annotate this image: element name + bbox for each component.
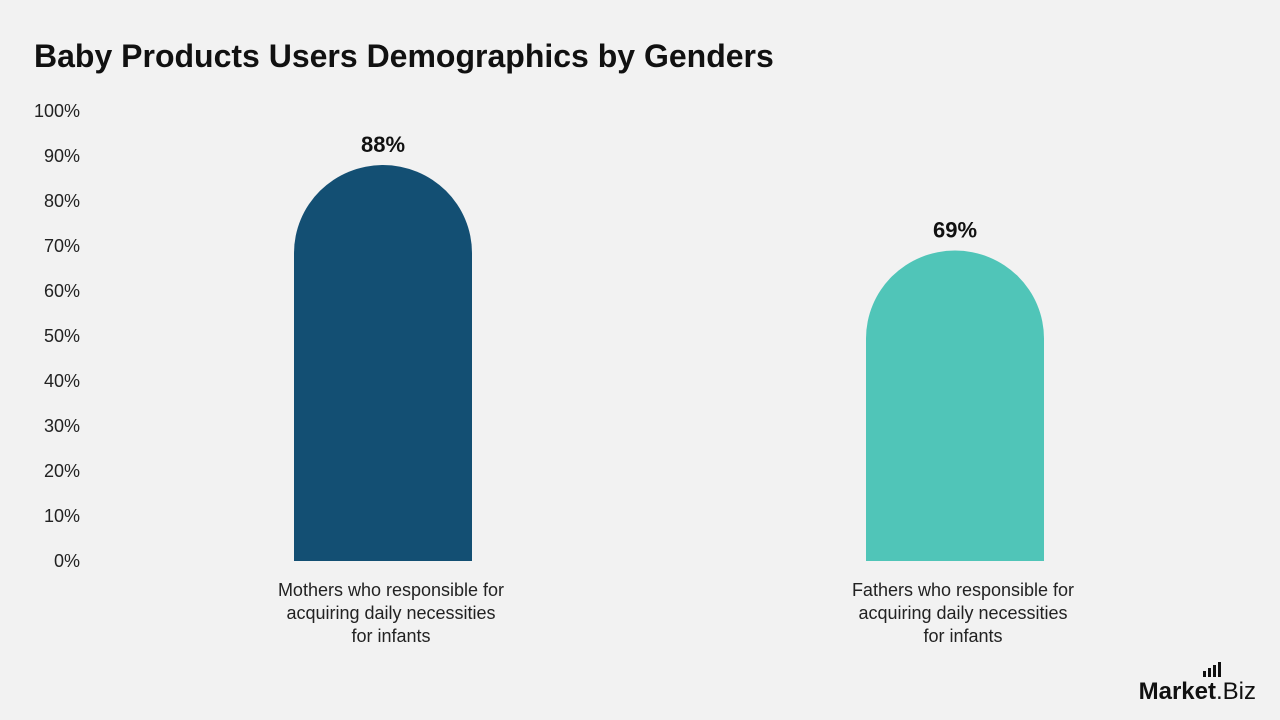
data-label-fathers: 69% [933, 218, 977, 243]
logo-text-biz: .Biz [1215, 678, 1256, 705]
y-tick-label: 20% [44, 461, 80, 481]
y-tick-label: 50% [44, 326, 80, 346]
logo-bars-icon [1202, 662, 1221, 677]
y-tick-label: 70% [44, 236, 80, 256]
marketbiz-logo: Market .Biz [1138, 662, 1256, 706]
y-tick-label: 90% [44, 146, 80, 166]
data-label-mothers: 88% [361, 132, 405, 157]
bar-mothers [294, 165, 472, 561]
y-tick-label: 80% [44, 191, 80, 211]
y-tick-label: 0% [54, 551, 80, 571]
y-tick-label: 30% [44, 416, 80, 436]
y-tick-label: 100% [34, 101, 80, 121]
chart-title: Baby Products Users Demographics by Gend… [34, 38, 774, 74]
logo-text-market: Market [1138, 678, 1216, 705]
category-label-mothers: Mothers who responsible for acquiring da… [277, 580, 505, 646]
y-tick-label: 10% [44, 506, 80, 526]
y-tick-label: 60% [44, 281, 80, 301]
bar-fathers [866, 250, 1044, 561]
y-axis: 0% 10% 20% 30% 40% 50% 60% 70% 80% 90% 100% [34, 101, 80, 571]
bars [294, 165, 1044, 561]
category-label-fathers: Fathers who responsible for acquiring da… [851, 580, 1075, 646]
data-labels: 88% 69% [361, 132, 977, 243]
y-tick-label: 40% [44, 371, 80, 391]
